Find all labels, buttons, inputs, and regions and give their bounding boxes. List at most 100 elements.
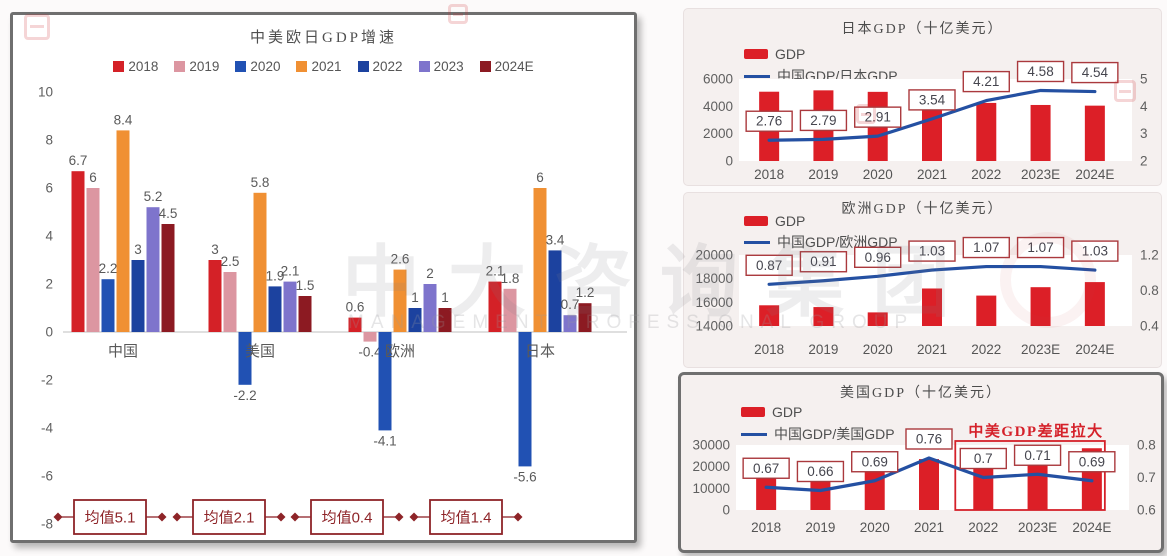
line-label-box — [854, 246, 902, 268]
x-tick-label: 2023E — [1018, 520, 1057, 535]
bar — [759, 305, 780, 326]
line-label: 0.7 — [974, 451, 993, 466]
line-labels: 0.87 0.91 0.96 1.03 1.07 1.07 1.03 — [745, 236, 1119, 276]
bar — [1084, 282, 1105, 326]
x-axis: 2018 2019 2020 2021 2022 2023E 2024E — [754, 167, 1114, 182]
x-axis: 2018 2019 2020 2021 2022 2023E 2024E — [751, 520, 1111, 535]
line-label: 0.69 — [862, 454, 888, 469]
legend-item: 2023 — [418, 59, 464, 74]
average-label: 均值0.4 — [322, 510, 373, 527]
line-label: 4.58 — [1027, 64, 1053, 79]
y-tick-label: -2 — [41, 373, 53, 388]
average-label: 均值5.1 — [85, 510, 136, 527]
right-tick-label: 0.8 — [1137, 438, 1156, 453]
value-label: -0.4 — [358, 345, 382, 360]
legend-swatch-icon — [113, 61, 125, 72]
value-label: 2.1 — [281, 264, 300, 279]
bar — [1027, 451, 1048, 510]
europe-gdp-legend-bar: GDP — [744, 213, 805, 229]
legend-item: 2021 — [296, 59, 342, 74]
left-tick-label: 20000 — [695, 248, 733, 263]
value-label: 6 — [89, 170, 97, 185]
line-label: 0.67 — [753, 461, 779, 476]
europe-gdp-title: 欧洲GDP（十亿美元） — [841, 202, 1004, 217]
bar — [161, 224, 175, 332]
line-label-box — [1071, 240, 1119, 262]
average-box — [73, 499, 147, 535]
line-swatch-icon — [741, 432, 767, 436]
x-tick-label: 2019 — [805, 520, 835, 535]
legend-label: GDP — [775, 213, 806, 229]
value-label: 1.2 — [576, 285, 595, 300]
value-label: -5.6 — [513, 469, 536, 484]
bar — [563, 315, 577, 332]
bar-swatch-icon — [741, 407, 765, 417]
line-label: 1.07 — [1027, 240, 1053, 255]
value-label: 5.8 — [251, 175, 270, 190]
x-tick-label: 2024E — [1072, 520, 1111, 535]
bar — [503, 288, 517, 332]
y-tick-label: 6 — [45, 181, 53, 196]
line-label: 0.87 — [756, 258, 782, 273]
category-label: 中国 — [108, 343, 138, 360]
legend-swatch-icon — [174, 61, 186, 72]
y-tick-label: -6 — [41, 469, 53, 484]
y-tick-label: 0 — [45, 325, 53, 340]
line-label: 1.03 — [919, 244, 945, 259]
bar — [976, 102, 997, 161]
right-tick-label: 0.8 — [1140, 283, 1159, 298]
x-tick-label: 2021 — [917, 342, 947, 357]
y-tick-label: -4 — [41, 421, 53, 436]
europe-gdp-legend-line: 中国GDP/欧洲GDP — [744, 232, 898, 252]
line-label-box — [742, 457, 790, 479]
bar — [223, 272, 237, 332]
bar — [423, 284, 437, 332]
japan-gdp-title: 日本GDP（十亿美元） — [841, 22, 1004, 37]
left-tick-label: 14000 — [695, 319, 733, 334]
value-label: 5.2 — [144, 189, 163, 204]
value-label: 2.1 — [486, 264, 505, 279]
europe-gdp-chart: 14000 16000 18000 20000 0.4 0.8 1.2 2018 2019 202… — [695, 236, 1159, 357]
x-tick-label: 2020 — [863, 342, 893, 357]
bar — [378, 332, 392, 431]
average-box — [310, 499, 384, 535]
line-label: 1.07 — [973, 240, 999, 255]
line-label-box — [905, 428, 953, 450]
line-label-box — [908, 240, 956, 262]
bar — [238, 332, 252, 385]
value-label: 1 — [441, 290, 449, 305]
us-gdp-legend-line: 中国GDP/美国GDP — [741, 424, 895, 444]
line-label-box — [962, 70, 1010, 93]
average-label: 均值1.4 — [441, 510, 492, 527]
us-gdp-chart: 0 10000 20000 30000 0.6 0.7 0.8 2018 2019 2020 202… — [692, 428, 1156, 535]
right-axis: 0.4 0.8 1.2 — [1140, 248, 1159, 334]
left-tick-label: 2000 — [703, 126, 733, 141]
left-axis: 0 2000 4000 6000 — [703, 72, 733, 169]
legend-item: 2022 — [357, 59, 403, 74]
right-tick-label: 4 — [1140, 99, 1148, 114]
bar — [867, 312, 888, 326]
y-tick-label: 8 — [45, 133, 53, 148]
bar — [393, 269, 407, 332]
left-tick-label: 10000 — [692, 481, 730, 496]
ratio-line — [767, 264, 1097, 286]
bar — [919, 459, 939, 510]
left-tick-label: 6000 — [703, 72, 733, 87]
line-label-box — [796, 460, 845, 483]
legend-swatch-icon — [296, 61, 308, 72]
bar — [253, 192, 267, 332]
bar — [86, 188, 100, 332]
y-tick-label: 10 — [38, 85, 53, 100]
value-label: 6 — [536, 170, 544, 185]
diamond-marker-icon — [394, 512, 404, 522]
average-box — [192, 499, 266, 535]
x-tick-label: 2022 — [971, 342, 1001, 357]
x-tick-label: 2022 — [971, 167, 1001, 182]
legend-swatch-icon — [357, 61, 369, 72]
value-label: -4.1 — [373, 433, 396, 448]
category-labels: 中国 美国 欧洲 日本 — [108, 343, 555, 360]
x-tick-label: 2023E — [1021, 342, 1060, 357]
x-tick-label: 2018 — [751, 520, 781, 535]
left-tick-label: 30000 — [692, 438, 730, 453]
